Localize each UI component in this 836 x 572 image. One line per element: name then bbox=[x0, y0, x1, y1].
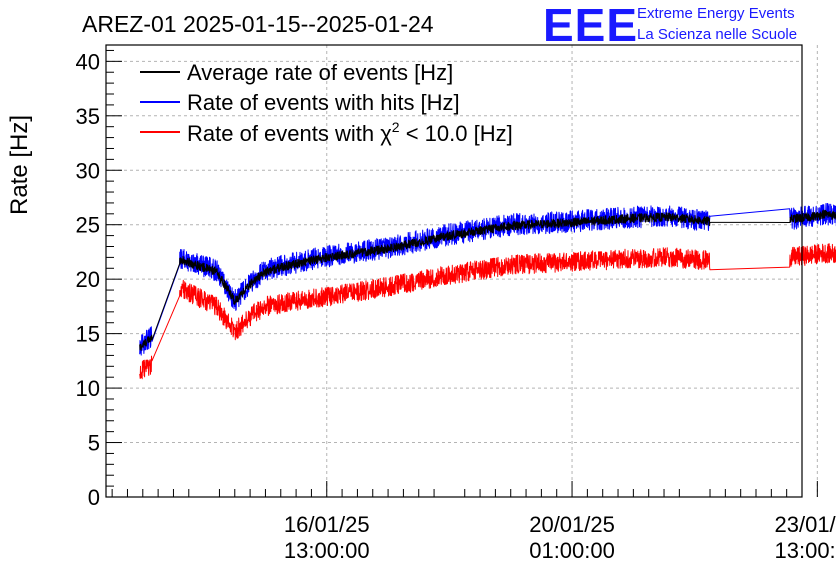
x-tick-label-time: 01:00:00 bbox=[529, 538, 615, 563]
y-tick-label: 40 bbox=[76, 49, 100, 74]
y-tick-label: 20 bbox=[76, 267, 100, 292]
x-tick-label-time: 13:00:00 bbox=[284, 538, 370, 563]
eee-logo: EEE Extreme Energy Events La Scienza nel… bbox=[543, 0, 797, 51]
series-layer bbox=[139, 203, 836, 380]
x-tick-label-time: 13:00:00 bbox=[775, 538, 836, 563]
legend-chi2-prefix: Rate of events with bbox=[187, 121, 380, 146]
y-tick-label: 25 bbox=[76, 213, 100, 238]
plot-frame bbox=[105, 44, 803, 498]
y-tick-label: 10 bbox=[76, 376, 100, 401]
logo-mark: EEE bbox=[543, 0, 638, 51]
logo-line-2: La Scienza nelle Scuole bbox=[637, 26, 797, 43]
legend-chi2-suffix: < 10.0 [Hz] bbox=[400, 121, 513, 146]
y-tick-label: 30 bbox=[76, 158, 100, 183]
legend: Average rate of events [Hz] Rate of even… bbox=[140, 60, 513, 146]
series-line-0 bbox=[139, 209, 836, 351]
x-tick-label-date: 16/01/25 bbox=[284, 512, 370, 537]
legend-chi2-sup: 2 bbox=[392, 119, 400, 135]
y-axis-label: Rate [Hz] bbox=[6, 115, 33, 215]
legend-label-chi2: Rate of events with χ2 < 10.0 [Hz] bbox=[187, 119, 513, 146]
legend-label-hits: Rate of events with hits [Hz] bbox=[187, 90, 460, 115]
x-tick-label-date: 20/01/25 bbox=[529, 512, 615, 537]
chart-title: AREZ-01 2025-01-15--2025-01-24 bbox=[82, 11, 434, 37]
y-tick-label: 5 bbox=[88, 431, 100, 456]
legend-chi2-symbol: χ bbox=[380, 121, 392, 146]
y-tick-label: 0 bbox=[88, 485, 100, 510]
x-tick-label-date: 23/01/25 bbox=[775, 512, 836, 537]
logo-line-1: Extreme Energy Events bbox=[637, 5, 795, 22]
y-tick-label: 35 bbox=[76, 104, 100, 129]
y-tick-label: 15 bbox=[76, 322, 100, 347]
series-line-2 bbox=[139, 243, 836, 380]
axes: 051015202530354016/01/2513:00:0020/01/25… bbox=[76, 49, 836, 563]
legend-label-average: Average rate of events [Hz] bbox=[187, 60, 453, 85]
